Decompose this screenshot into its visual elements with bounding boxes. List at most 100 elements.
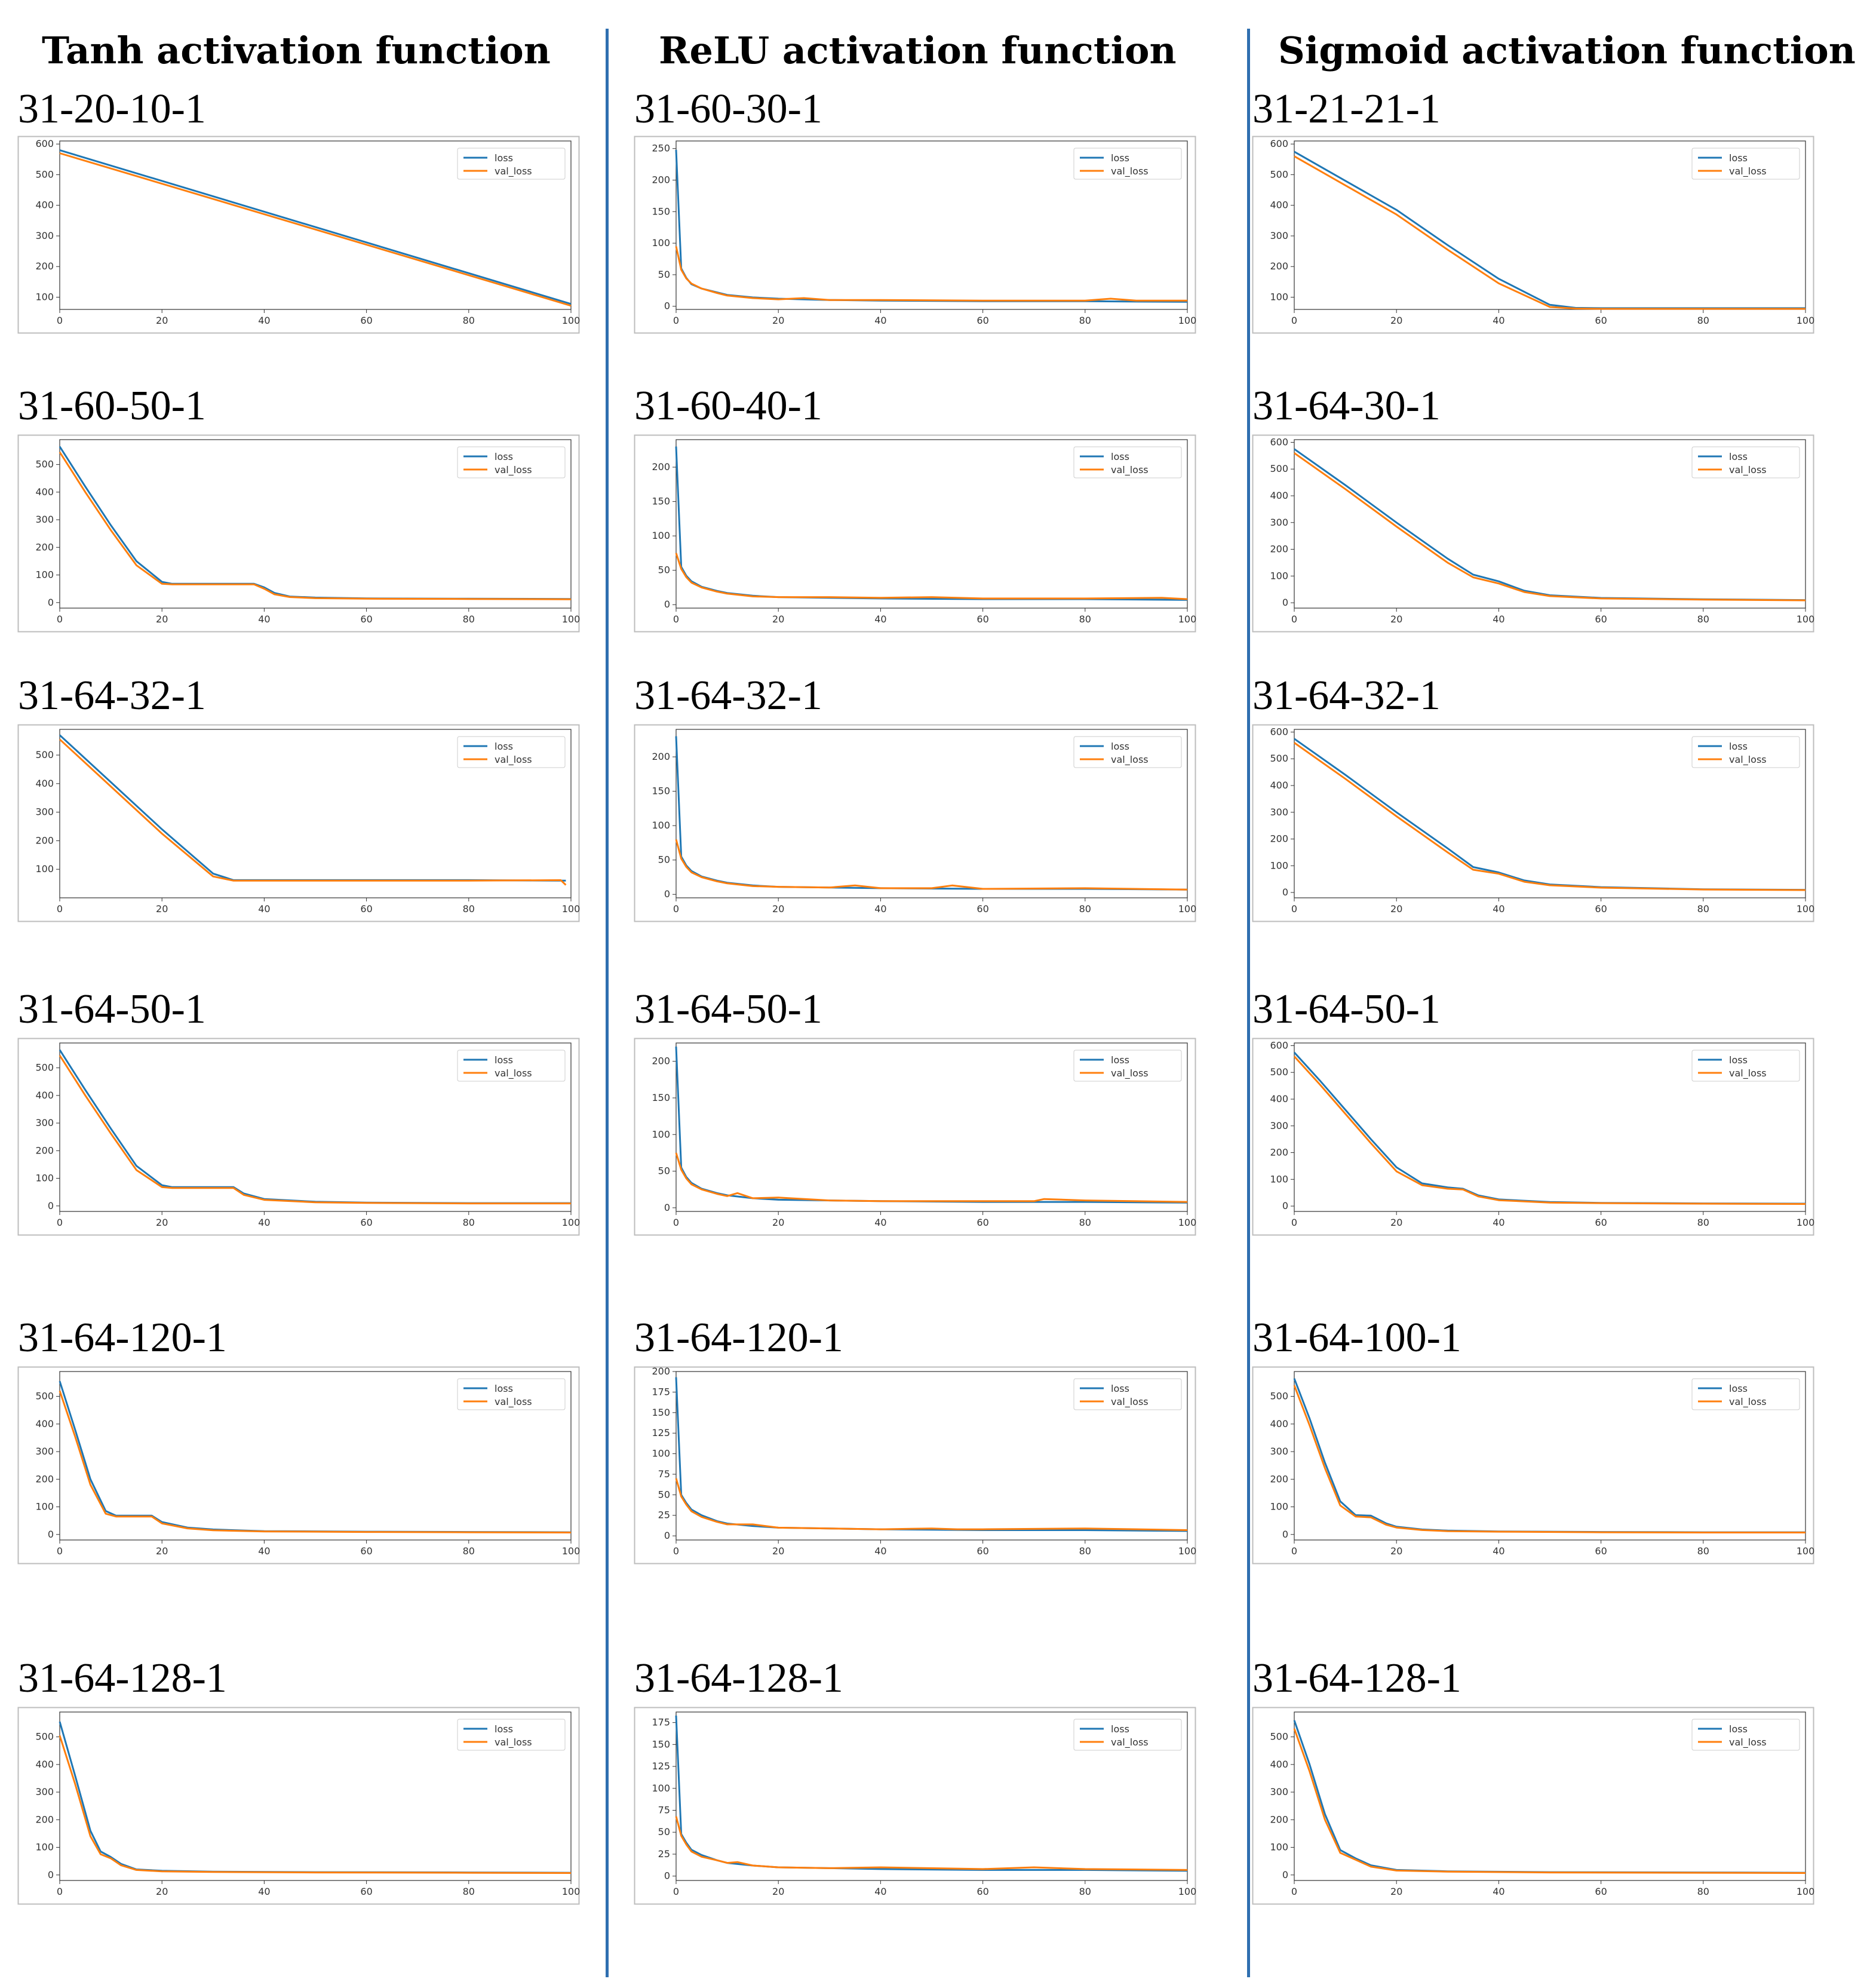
plot-label: 31-20-10-1	[18, 86, 206, 132]
series-line-val-loss	[1293, 1728, 1806, 1874]
y-tick-label: 300	[1270, 517, 1288, 528]
y-tick-label: 300	[1270, 1120, 1288, 1131]
x-tick-label: 100	[1797, 1886, 1815, 1897]
x-tick-label: 100	[1797, 315, 1815, 326]
y-tick-label: 200	[652, 174, 670, 185]
x-tick-label: 40	[874, 613, 886, 625]
legend-label: val_loss	[495, 754, 532, 766]
x-tick-label: 0	[673, 1886, 679, 1897]
y-tick-label: 100	[1270, 1501, 1288, 1513]
x-tick-label: 40	[1493, 315, 1504, 326]
plot-area	[1294, 439, 1806, 609]
x-tick-label: 20	[156, 315, 168, 326]
x-tick-label: 100	[562, 315, 581, 326]
series-line-val-loss	[59, 738, 567, 886]
x-tick-label: 40	[258, 1217, 270, 1228]
legend-label: loss	[495, 1054, 513, 1066]
y-tick-label: 400	[1270, 1093, 1288, 1105]
y-tick-label: 0	[664, 599, 670, 610]
y-tick-label: 400	[35, 486, 54, 498]
y-tick-label: 0	[1282, 886, 1288, 898]
loss-chart: 0 20 40 60 80 100 0 25 50 75 100 125 150 175 loss val_l…	[634, 1707, 1197, 1905]
y-tick-label: 100	[35, 1501, 54, 1513]
series-line-val-loss	[675, 1152, 1188, 1203]
x-tick-label: 100	[1178, 903, 1197, 915]
legend-label: loss	[1111, 451, 1129, 462]
series-line-val-loss	[59, 152, 572, 307]
column-title-tanh: Tanh activation function	[42, 29, 551, 72]
y-tick-label: 25	[658, 1510, 670, 1521]
y-tick-label: 175	[652, 1717, 670, 1728]
x-tick-label: 80	[1697, 1886, 1709, 1897]
y-tick-label: 400	[35, 1418, 54, 1429]
plot-label: 31-64-120-1	[18, 1315, 227, 1361]
column-title-sigmoid: Sigmoid activation function	[1278, 29, 1856, 72]
y-tick-label: 250	[652, 143, 670, 154]
x-tick-label: 100	[1178, 1886, 1197, 1897]
y-tick-label: 300	[35, 1446, 54, 1457]
legend-label: loss	[1111, 1723, 1129, 1735]
y-tick-label: 200	[652, 1366, 670, 1377]
y-tick-label: 200	[35, 1814, 54, 1825]
y-tick-label: 500	[35, 1062, 54, 1073]
series-line-val-loss	[675, 1478, 1188, 1531]
y-tick-label: 50	[658, 269, 670, 280]
y-tick-label: 200	[1270, 1814, 1288, 1825]
legend-label: loss	[495, 1383, 513, 1394]
legend-label: val_loss	[1111, 1396, 1149, 1408]
y-tick-label: 500	[1270, 1391, 1288, 1402]
x-tick-label: 60	[1595, 1886, 1607, 1897]
plot-area	[675, 1711, 1188, 1881]
y-tick-label: 200	[652, 461, 670, 473]
series-line-val-loss	[59, 451, 572, 600]
y-tick-label: 300	[35, 230, 54, 241]
loss-chart: 0 20 40 60 80 100 100 200 300 400 500 600 lossval_lo…	[17, 136, 581, 334]
legend-label: loss	[1729, 1723, 1748, 1735]
x-tick-label: 60	[1595, 903, 1607, 915]
x-tick-label: 0	[1291, 903, 1297, 915]
x-tick-label: 80	[1079, 1886, 1091, 1897]
plot-area	[675, 140, 1188, 310]
plot-area	[59, 1711, 572, 1881]
x-tick-label: 40	[258, 613, 270, 625]
y-tick-label: 50	[658, 1826, 670, 1837]
x-tick-label: 20	[1390, 1217, 1402, 1228]
x-tick-label: 40	[1493, 1545, 1504, 1557]
x-tick-label: 60	[1595, 1217, 1607, 1228]
y-tick-label: 100	[652, 820, 670, 831]
x-tick-label: 100	[1178, 315, 1197, 326]
x-tick-label: 40	[874, 315, 886, 326]
x-tick-label: 60	[977, 1545, 988, 1557]
legend-label: loss	[495, 451, 513, 462]
plot-label: 31-64-120-1	[634, 1315, 843, 1361]
legend-label: loss	[1111, 152, 1129, 164]
y-tick-label: 500	[35, 459, 54, 470]
x-tick-label: 80	[1697, 315, 1709, 326]
x-tick-label: 60	[360, 1886, 372, 1897]
plot-area	[59, 1042, 572, 1212]
x-tick-label: 80	[1697, 1217, 1709, 1228]
x-tick-label: 60	[977, 903, 988, 915]
y-tick-label: 100	[652, 1783, 670, 1794]
plot-area	[59, 1371, 572, 1541]
x-tick-label: 20	[772, 1217, 784, 1228]
x-tick-label: 0	[1291, 315, 1297, 326]
y-tick-label: 75	[658, 1805, 670, 1816]
y-tick-label: 0	[664, 888, 670, 900]
legend-label: val_loss	[1729, 1396, 1767, 1408]
series-line-val-loss	[675, 839, 1188, 891]
x-tick-label: 0	[673, 903, 679, 915]
plot-label: 31-64-50-1	[1252, 986, 1441, 1032]
y-tick-label: 200	[652, 1056, 670, 1067]
legend-label: val_loss	[1729, 1067, 1767, 1079]
legend-label: val_loss	[1729, 464, 1767, 476]
